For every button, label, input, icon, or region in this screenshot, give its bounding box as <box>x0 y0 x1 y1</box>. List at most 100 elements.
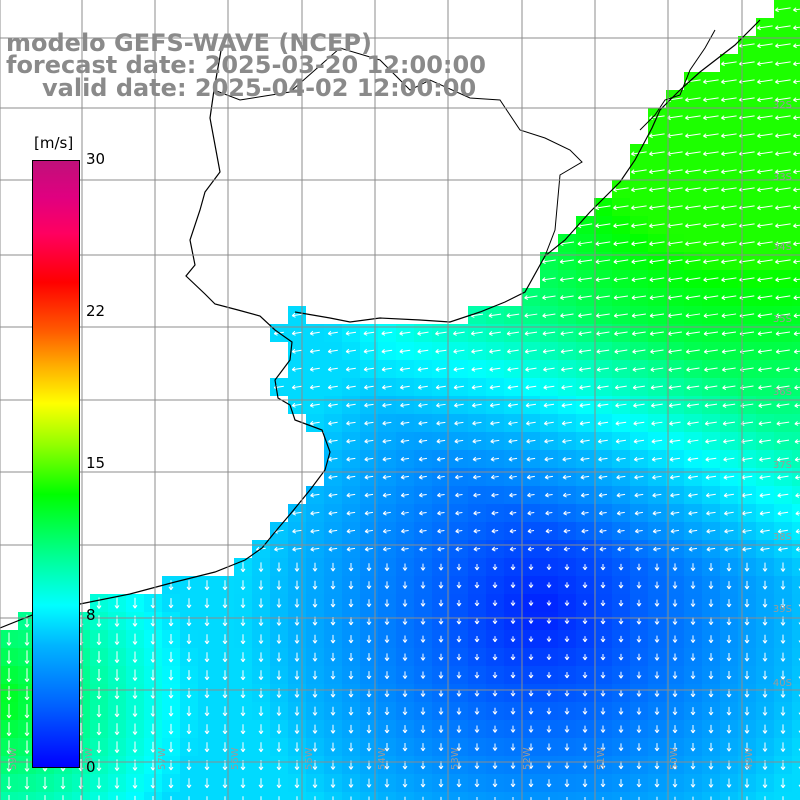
wind-arrow <box>527 510 535 516</box>
wind-arrow <box>400 456 410 462</box>
wind-arrow <box>651 438 663 444</box>
colorbar-unit: [m/s] <box>34 134 74 152</box>
wind-arrow <box>24 632 30 646</box>
wind-arrow <box>672 743 678 752</box>
wind-arrow <box>327 366 338 372</box>
latitude-label: 36S <box>773 387 792 398</box>
wind-arrow <box>564 725 570 733</box>
wind-arrow <box>746 796 748 800</box>
wind-arrow <box>793 79 800 85</box>
wind-arrow <box>724 528 734 534</box>
wind-arrow <box>632 349 646 354</box>
wind-arrow <box>584 797 586 800</box>
wind-arrow <box>703 241 719 247</box>
wind-arrow <box>524 349 537 354</box>
wind-arrow <box>685 97 701 103</box>
wind-arrow <box>530 797 532 800</box>
wind-arrow <box>564 600 570 606</box>
wind-arrow <box>114 669 120 682</box>
wind-arrow <box>524 295 538 300</box>
wind-arrow <box>600 779 606 788</box>
wind-arrow <box>685 205 701 211</box>
wind-arrow <box>582 618 588 625</box>
field-cell <box>702 792 720 800</box>
wind-arrow <box>510 725 516 733</box>
wind-arrow <box>510 654 516 661</box>
wind-arrow <box>399 348 411 354</box>
wind-arrow <box>528 618 534 624</box>
wind-arrow <box>492 743 498 751</box>
wind-arrow <box>258 670 264 680</box>
field-cell <box>792 720 800 738</box>
wind-arrow <box>685 115 701 121</box>
wind-arrow <box>742 528 752 534</box>
wind-arrow <box>564 636 570 642</box>
wind-arrow <box>687 474 698 480</box>
wind-arrow <box>276 724 282 734</box>
wind-arrow <box>631 169 647 175</box>
latitude-label: 40S <box>773 678 792 689</box>
wind-arrow <box>420 563 426 571</box>
wind-arrow <box>775 43 791 49</box>
wind-arrow <box>132 705 138 717</box>
wind-arrow <box>704 403 718 408</box>
wind-arrow <box>399 366 411 372</box>
wind-arrow <box>631 187 647 193</box>
wind-arrow <box>600 725 606 733</box>
wind-arrow <box>722 403 736 408</box>
wind-arrow <box>455 546 463 552</box>
wind-arrow <box>348 581 354 590</box>
wind-arrow <box>599 546 607 552</box>
wind-arrow <box>723 510 734 516</box>
wind-arrow <box>312 742 318 752</box>
wind-arrow <box>418 438 428 444</box>
wind-arrow <box>474 743 480 751</box>
wind-arrow <box>794 421 800 426</box>
wind-arrow <box>726 724 732 734</box>
wind-arrow <box>744 634 750 644</box>
colorbar-tick-0: 0 <box>86 758 96 776</box>
wind-arrow <box>685 331 700 337</box>
wind-arrow <box>419 510 427 516</box>
wind-arrow <box>577 295 592 301</box>
field-cell <box>324 792 342 800</box>
wind-arrow <box>510 743 516 751</box>
wind-arrow <box>364 420 374 426</box>
wind-arrow <box>560 367 573 372</box>
wind-arrow <box>795 510 800 516</box>
field-cell <box>576 792 594 800</box>
wind-arrow <box>456 725 462 733</box>
wind-arrow <box>617 546 625 552</box>
field-cell <box>792 522 800 540</box>
wind-arrow <box>24 668 30 683</box>
field-cell <box>792 540 800 558</box>
wind-arrow <box>759 510 771 516</box>
wind-arrow <box>762 598 768 608</box>
wind-arrow <box>649 241 665 247</box>
wind-arrow <box>649 223 665 229</box>
wind-arrow <box>581 528 589 534</box>
wind-arrow <box>489 384 501 390</box>
wind-arrow <box>24 776 30 790</box>
lagoon-outline <box>639 29 716 131</box>
wind-arrow <box>114 705 120 718</box>
wind-arrow <box>685 151 701 157</box>
wind-arrow <box>634 474 644 480</box>
wind-arrow <box>562 438 572 444</box>
wind-arrow <box>492 689 498 697</box>
wind-arrow <box>420 671 426 679</box>
wind-arrow <box>492 671 498 679</box>
wind-arrow <box>669 456 681 462</box>
wind-arrow <box>419 528 427 534</box>
wind-arrow <box>474 600 480 607</box>
wind-arrow <box>509 492 517 498</box>
wind-arrow <box>726 653 732 662</box>
wind-arrow <box>346 528 356 534</box>
wind-arrow <box>508 456 518 462</box>
wind-arrow <box>386 796 388 800</box>
wind-arrow <box>382 456 392 462</box>
field-cell <box>288 792 306 800</box>
wind-arrow <box>98 795 100 800</box>
wind-arrow <box>276 562 282 572</box>
wind-arrow <box>563 528 571 534</box>
